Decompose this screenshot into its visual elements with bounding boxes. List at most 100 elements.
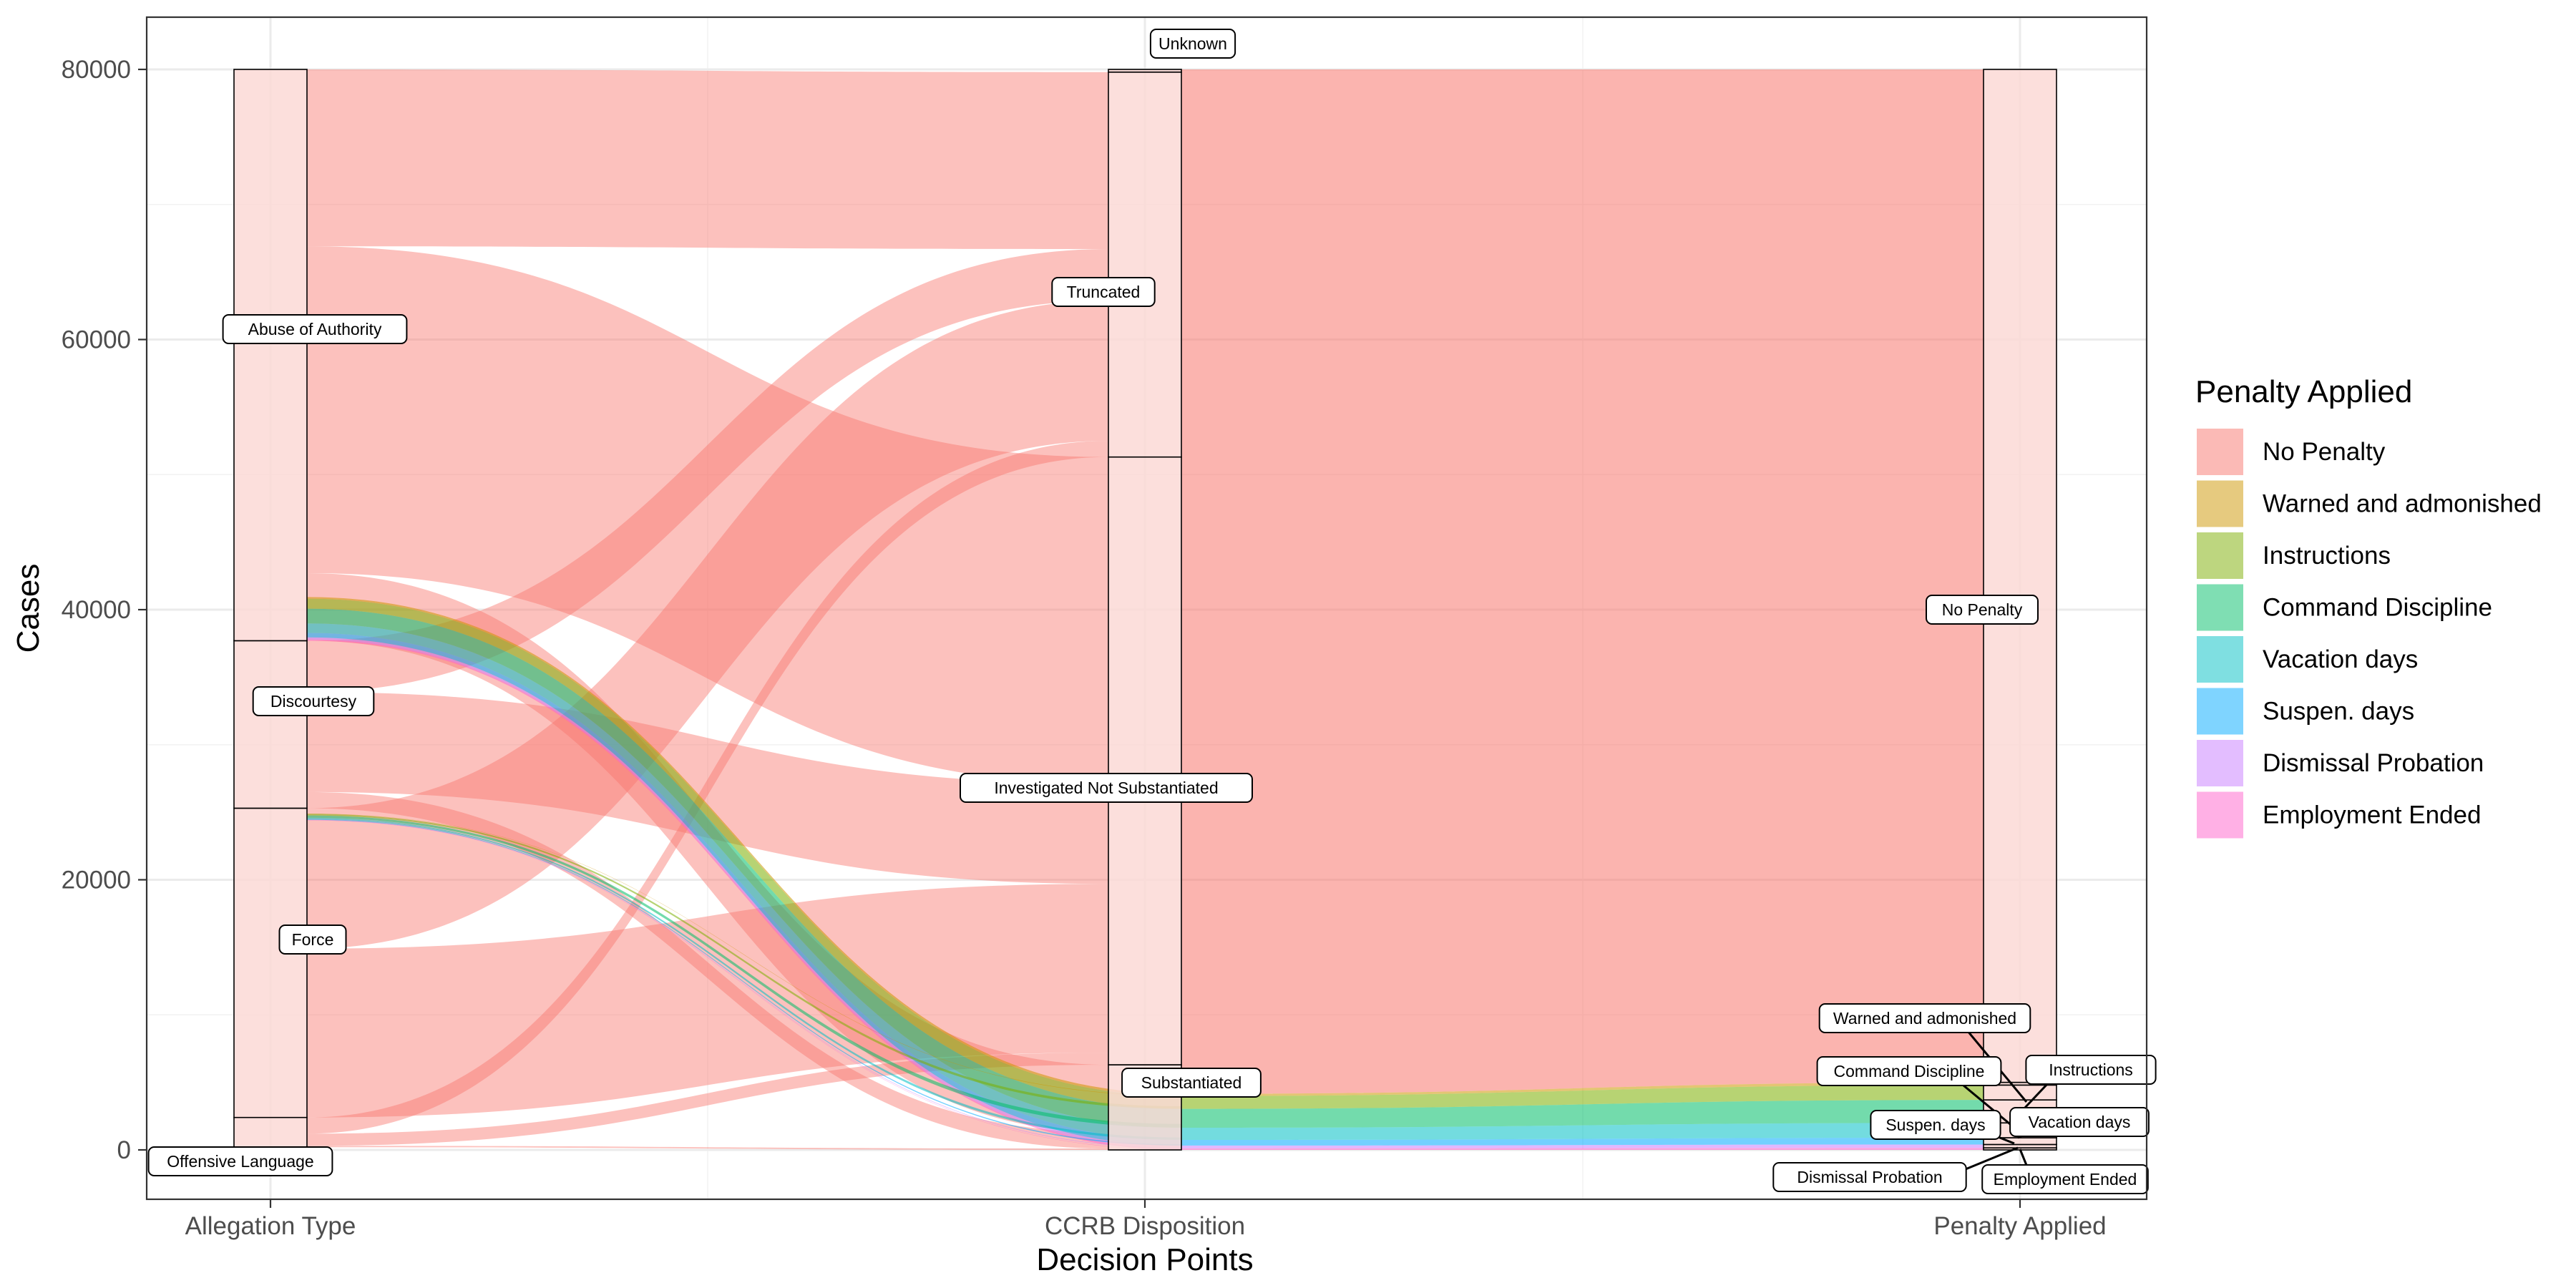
stratum-label-vacation-days: Vacation days xyxy=(2009,1107,2150,1139)
flow-ribbon xyxy=(307,817,1181,1141)
flow-ribbon xyxy=(1181,1138,1984,1146)
flow-ribbon xyxy=(307,597,1181,1096)
strata-boxes xyxy=(233,69,2057,1151)
legend-label: Instructions xyxy=(2263,542,2391,570)
stratum-label-suspen-days: Suspen. days xyxy=(1870,1110,2015,1145)
legend-label: Command Discipline xyxy=(2263,594,2492,622)
stratum-label-no-penalty: No Penalty xyxy=(1926,595,2039,625)
y-axis: 0 20000 40000 60000 80000 xyxy=(62,56,147,1164)
flow-ribbon xyxy=(307,819,1181,1148)
flow-ribbon xyxy=(1181,1148,1984,1150)
stratum-label-investigated-not-substantiated: Investigated Not Substantiated xyxy=(960,773,1253,803)
label-box xyxy=(1816,1056,2002,1086)
legend-swatch xyxy=(2197,740,2243,786)
stratum-label-force: Force xyxy=(278,924,347,955)
y-tick-label: 60000 xyxy=(62,326,131,354)
label-box xyxy=(222,314,408,344)
label-text: Instructions xyxy=(2049,1060,2133,1079)
label-box xyxy=(1926,595,2039,625)
label-box xyxy=(1772,1162,1967,1192)
legend-label: Employment Ended xyxy=(2263,801,2481,829)
stratum-box xyxy=(233,1116,308,1151)
x-tick-label: Allegation Type xyxy=(185,1212,356,1240)
stratum-box xyxy=(1983,69,2057,1083)
flow-ribbon xyxy=(307,69,1108,250)
x-tick-label: Penalty Applied xyxy=(1933,1212,2106,1240)
stratum-label-abuse-of-authority: Abuse of Authority xyxy=(222,314,408,344)
y-tick-label: 0 xyxy=(117,1136,131,1164)
flow-ribbon xyxy=(307,814,1181,1109)
y-tick-label: 40000 xyxy=(62,596,131,624)
legend-label: Warned and admonished xyxy=(2263,490,2542,518)
x-axis: Allegation Type CCRB Disposition Penalty A… xyxy=(185,1199,2107,1240)
label-text: Force xyxy=(292,930,334,949)
legend-swatch xyxy=(2197,636,2243,683)
stratum-label-substantiated: Substantiated xyxy=(1121,1068,1262,1098)
stratum-label-offensive-language: Offensive Language xyxy=(147,1146,333,1176)
stratum-label-instructions: Instructions xyxy=(2022,1055,2157,1111)
flow-ribbon xyxy=(307,441,1108,1134)
y-tick-label: 20000 xyxy=(62,867,131,894)
legend-swatch xyxy=(2197,791,2243,839)
legend-swatch xyxy=(2197,429,2243,475)
flow-ribbon xyxy=(307,639,1181,1150)
stratum-label-unknown: Unknown xyxy=(1149,29,1236,59)
stratum-box xyxy=(1108,456,1182,1065)
label-box xyxy=(960,773,1253,803)
label-box xyxy=(278,924,347,955)
label-text: Command Discipline xyxy=(1834,1062,1985,1080)
flow-ribbon xyxy=(307,819,1181,1146)
label-box xyxy=(147,1146,333,1176)
stratum-box xyxy=(1108,69,1182,73)
legend-entry: Suspen. days xyxy=(2195,686,2414,736)
legend-entry: Dismissal Probation xyxy=(2195,738,2484,788)
flow-ribbon xyxy=(307,820,1181,1150)
flow-ribbon xyxy=(307,633,1181,1146)
label-text: No Penalty xyxy=(1942,600,2023,619)
stratum-label-employment-ended: Employment Ended xyxy=(1981,1148,2149,1194)
label-box xyxy=(2009,1107,2150,1137)
legend-entry: Vacation days xyxy=(2195,635,2418,684)
label-box xyxy=(1121,1068,1262,1098)
label-text: Substantiated xyxy=(1141,1073,1242,1092)
legend: Penalty Applied No Penalty Warned and adm… xyxy=(2195,374,2542,840)
legend-swatch xyxy=(2197,688,2243,735)
label-box xyxy=(1981,1164,2149,1194)
label-box xyxy=(1870,1110,2001,1140)
flow-ribbon xyxy=(1181,69,1984,1094)
stratum-box xyxy=(233,69,308,642)
flow-ribbon xyxy=(1181,1082,1984,1096)
label-text: Warned and admonished xyxy=(1833,1009,2016,1028)
legend-entry: Warned and admonished xyxy=(2195,479,2542,529)
legend-entry: Command Discipline xyxy=(2195,582,2492,633)
flow-ribbon xyxy=(307,791,1108,1149)
legend-entry: Employment Ended xyxy=(2195,790,2481,840)
label-text: Dismissal Probation xyxy=(1797,1168,1942,1186)
flow-ribbon xyxy=(307,246,1108,784)
flow-ribbon xyxy=(307,637,1181,1148)
legend-label: Dismissal Probation xyxy=(2263,749,2484,777)
flow-ribbons xyxy=(307,69,1984,1150)
flow-ribbon xyxy=(1181,1085,1984,1109)
label-text: Vacation days xyxy=(2029,1113,2131,1131)
stratum-box xyxy=(233,807,308,1118)
legend-entry: No Penalty xyxy=(2195,427,2386,477)
label-text: Abuse of Authority xyxy=(248,320,382,338)
legend-label: Vacation days xyxy=(2263,645,2418,673)
legend-swatch xyxy=(2197,584,2243,631)
y-tick-label: 80000 xyxy=(62,56,131,84)
flow-ribbon xyxy=(307,608,1181,1128)
legend-label: Suspen. days xyxy=(2263,698,2414,726)
stratum-label-command-discipline: Command Discipline xyxy=(1816,1056,2019,1132)
flow-ribbon xyxy=(307,1053,1108,1146)
label-box xyxy=(252,686,375,716)
flow-ribbon xyxy=(1181,1100,1984,1128)
label-text: Offensive Language xyxy=(167,1152,313,1171)
flow-ribbon xyxy=(307,1146,1108,1150)
stratum-label-dismissal-probation: Dismissal Probation xyxy=(1772,1146,2019,1192)
label-text: Investigated Not Substantiated xyxy=(994,779,1218,797)
flow-ribbon xyxy=(307,249,1108,693)
plot-border xyxy=(145,16,2148,1201)
flow-ribbon xyxy=(307,814,1181,1096)
